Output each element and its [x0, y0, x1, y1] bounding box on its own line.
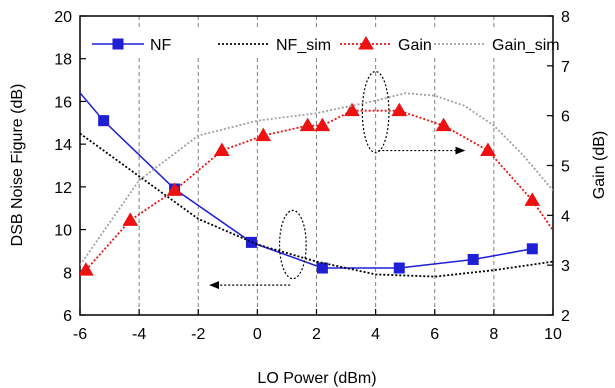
- annotation-ellipse: [278, 209, 307, 280]
- series-line: [80, 92, 553, 266]
- legend-marker: [112, 38, 124, 50]
- data-point: [314, 117, 331, 132]
- x-tick-label: 0: [253, 326, 262, 343]
- axes: -6 -4 -2 0 2 4 6 8 10 6 8 10 12 14 16 18 20 2 3 4 5 6 7 8: [54, 9, 570, 343]
- data-point: [435, 117, 452, 132]
- data-point: [80, 262, 94, 276]
- data-point: [467, 253, 479, 265]
- series-line: [80, 92, 533, 269]
- annotation-ellipse: [361, 70, 390, 154]
- data-point: [299, 117, 316, 132]
- x-tick-label: -4: [132, 326, 146, 343]
- grid-lines: [138, 16, 495, 315]
- data-point: [122, 212, 139, 226]
- x-tick-label: -6: [73, 326, 87, 343]
- legend-label: NF: [150, 37, 172, 54]
- data-point: [166, 182, 183, 196]
- data-point: [393, 262, 405, 274]
- data-point: [524, 192, 541, 206]
- x-tick-label: 2: [312, 326, 321, 343]
- legend-item: Gain_sim: [434, 37, 560, 54]
- legend-background: [86, 29, 544, 57]
- y-right-tick-label: 2: [561, 308, 570, 325]
- series-nf-sim: [80, 132, 553, 278]
- annotations: [209, 70, 466, 290]
- legend-marker: [358, 36, 374, 50]
- x-tick-label: -2: [191, 326, 205, 343]
- y-right-tick-label: 5: [561, 159, 570, 176]
- legend-label: Gain_sim: [492, 37, 560, 54]
- y-right-tick-label: 8: [561, 9, 570, 26]
- data-point: [255, 127, 272, 142]
- data-point: [526, 243, 538, 255]
- y-left-tick-label: 8: [63, 265, 72, 282]
- legend: NF NF_sim Gain Gain_sim: [86, 29, 560, 57]
- x-tick-label: 8: [489, 326, 498, 343]
- y-left-tick-label: 6: [63, 308, 72, 325]
- y-right-tick-label: 3: [561, 258, 570, 275]
- data-point: [344, 102, 360, 117]
- legend-label: NF_sim: [276, 37, 331, 54]
- data-point: [98, 115, 110, 127]
- data-point: [480, 142, 496, 157]
- x-tick-label: 6: [430, 326, 439, 343]
- y-axis-right-title: Gain (dB): [591, 131, 608, 199]
- legend-item: Gain: [340, 36, 432, 54]
- y-left-tick-label: 20: [54, 9, 72, 26]
- x-tick-label: 10: [544, 326, 562, 343]
- y-right-tick-label: 4: [561, 208, 570, 225]
- data-point: [391, 102, 408, 117]
- y-right-tick-label: 6: [561, 109, 570, 126]
- series-gain: [80, 102, 553, 276]
- legend-label: Gain: [398, 37, 432, 54]
- series-layer: [80, 92, 553, 278]
- y-left-tick-label: 12: [54, 180, 72, 197]
- y-left-tick-label: 10: [54, 223, 72, 240]
- y-right-tick-label: 7: [561, 59, 570, 76]
- x-axis-title: LO Power (dBm): [257, 370, 376, 387]
- y-left-tick-label: 14: [54, 137, 72, 154]
- data-point: [214, 142, 230, 157]
- y-axis-left-title: DSB Noise Figure (dB): [9, 84, 26, 247]
- legend-item: NF_sim: [218, 37, 331, 54]
- series-gain-sim: [80, 92, 553, 266]
- y-left-tick-label: 16: [54, 94, 72, 111]
- series-line: [85, 109, 553, 271]
- y-left-tick-label: 18: [54, 52, 72, 69]
- x-tick-label: 4: [371, 326, 380, 343]
- legend-item: NF: [92, 37, 172, 54]
- series-line: [80, 132, 553, 278]
